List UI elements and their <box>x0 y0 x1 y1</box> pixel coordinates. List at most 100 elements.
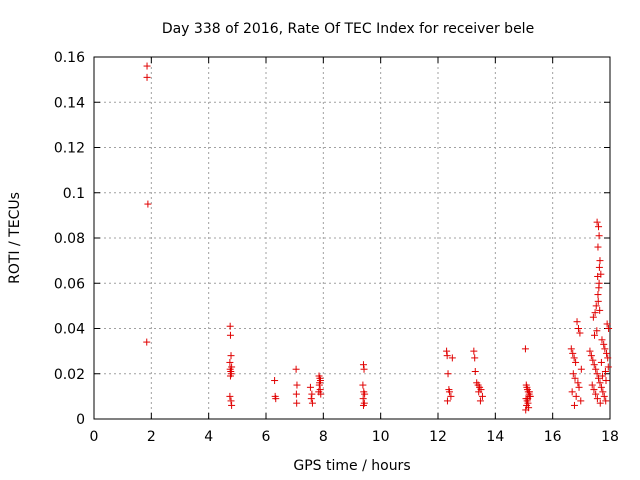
y-tick-labels: 0 0.02 0.04 0.06 0.08 0.1 0.12 0.14 0.16 <box>54 50 85 428</box>
data-point <box>144 200 152 208</box>
data-point <box>443 352 451 360</box>
data-point <box>593 218 601 226</box>
y-tick-label: 0.12 <box>54 141 85 157</box>
data-point <box>597 358 605 366</box>
x-tick-label: 12 <box>429 429 447 445</box>
data-point <box>594 291 602 299</box>
data-point <box>359 361 367 369</box>
data-point <box>569 370 577 378</box>
data-point <box>586 347 594 355</box>
data-point <box>359 401 367 409</box>
y-tick-label: 0.16 <box>54 50 85 66</box>
data-point <box>594 272 602 280</box>
data-point <box>293 381 301 389</box>
data-point <box>226 358 234 366</box>
data-point <box>574 379 582 387</box>
data-point <box>315 381 323 389</box>
data-point <box>604 363 612 371</box>
data-point <box>590 386 598 394</box>
data-point <box>601 367 609 375</box>
data-point <box>596 306 604 314</box>
data-point <box>590 361 598 369</box>
data-point <box>594 243 602 251</box>
data-point <box>471 367 479 375</box>
data-point <box>228 401 236 409</box>
data-point <box>570 401 578 409</box>
data-point <box>572 392 580 400</box>
x-axis-label: GPS time / hours <box>293 458 410 474</box>
data-point <box>593 395 601 403</box>
plot-area-frame <box>93 56 611 420</box>
y-tick-label: 0.02 <box>54 367 85 383</box>
data-point <box>574 325 582 332</box>
data-point <box>589 313 597 321</box>
x-tick-label: 6 <box>262 429 271 445</box>
data-point <box>292 365 300 373</box>
y-tick-label: 0.06 <box>54 276 85 292</box>
data-point <box>600 392 608 400</box>
data-point <box>226 322 234 330</box>
data-points <box>143 62 613 414</box>
data-point <box>444 370 452 378</box>
data-point <box>359 395 367 403</box>
x-tick-label: 14 <box>486 429 504 445</box>
data-point <box>591 309 599 317</box>
y-axis-label: ROTI / TECUs <box>7 192 23 284</box>
data-point <box>471 354 479 362</box>
data-point <box>595 284 603 292</box>
data-point <box>587 352 595 360</box>
data-point <box>445 386 453 394</box>
data-point <box>595 223 603 231</box>
data-point <box>570 354 578 362</box>
data-point <box>308 390 316 398</box>
data-point <box>143 73 151 81</box>
data-point <box>361 390 369 398</box>
data-point <box>525 388 533 396</box>
data-point <box>602 377 610 385</box>
x-tick-label: 16 <box>544 429 562 445</box>
data-point <box>596 399 604 407</box>
data-point <box>143 338 151 346</box>
data-point <box>293 399 301 407</box>
data-point <box>577 365 585 373</box>
x-tick-label: 10 <box>372 429 390 445</box>
data-point <box>573 318 581 326</box>
data-point <box>226 331 234 339</box>
data-point <box>575 383 583 391</box>
data-point <box>475 388 483 396</box>
data-point <box>447 392 455 400</box>
data-point <box>596 257 604 265</box>
data-point <box>308 399 316 407</box>
grid <box>94 57 610 419</box>
data-point <box>591 331 599 339</box>
data-point <box>567 345 575 353</box>
data-point <box>603 320 611 328</box>
data-point <box>143 62 151 70</box>
y-tick-label: 0.1 <box>63 186 85 202</box>
data-point <box>227 352 235 360</box>
data-point <box>598 336 606 344</box>
x-tick-label: 4 <box>204 429 213 445</box>
data-point <box>601 345 609 353</box>
data-point <box>317 390 325 398</box>
data-point <box>588 381 596 389</box>
data-point <box>592 365 600 373</box>
data-point <box>597 383 605 391</box>
data-point <box>360 365 368 373</box>
data-point <box>595 232 603 240</box>
data-point <box>522 406 530 414</box>
data-point <box>592 302 600 310</box>
data-point <box>271 377 279 385</box>
data-point <box>292 390 300 398</box>
x-tick-label: 0 <box>90 429 99 445</box>
data-point <box>470 347 478 355</box>
data-point <box>599 388 607 396</box>
data-point <box>605 325 613 332</box>
data-point <box>602 397 610 405</box>
data-point <box>596 379 604 387</box>
data-point <box>307 395 315 403</box>
data-point <box>594 297 602 305</box>
data-point <box>568 388 576 396</box>
data-point <box>476 397 484 405</box>
data-point <box>521 345 529 353</box>
